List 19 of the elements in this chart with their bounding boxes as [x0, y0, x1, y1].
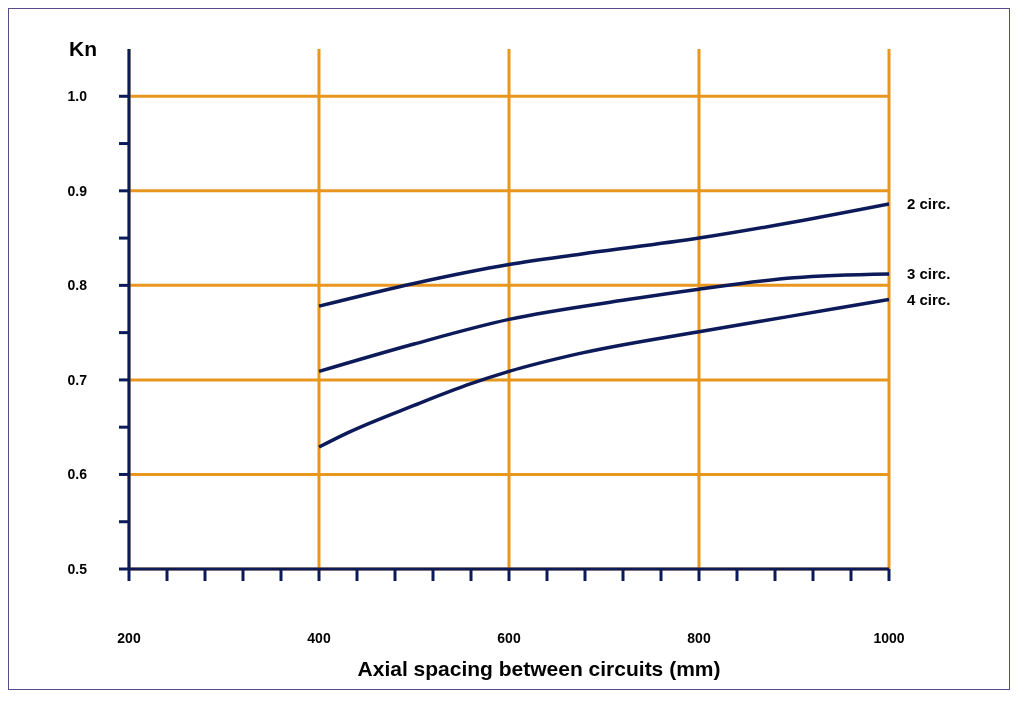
- y-tick-label: 0.6: [67, 466, 88, 483]
- series-label: 2 circ.: [907, 195, 951, 213]
- y-axis-title: Kn: [69, 37, 97, 61]
- y-tick-label: 0.8: [67, 277, 88, 294]
- x-tick-label: 200: [117, 629, 141, 646]
- x-tick-label: 600: [497, 629, 521, 646]
- series-label: 4 circ.: [907, 290, 951, 308]
- y-tick-label: 0.5: [67, 560, 88, 577]
- line-series: [317, 272, 889, 374]
- x-tick-label: 400: [307, 629, 331, 646]
- y-tick-label: 0.9: [67, 182, 88, 199]
- series-label: 3 circ.: [907, 265, 951, 283]
- y-tick-label: 1.0: [67, 88, 88, 105]
- line-series: [317, 297, 889, 449]
- x-axis-title: Axial spacing between circuits (mm): [356, 657, 722, 681]
- x-tick-label: 800: [687, 629, 711, 646]
- line-series: [317, 202, 889, 308]
- x-tick-label: 1000: [873, 629, 905, 646]
- y-tick-label: 0.7: [67, 371, 88, 388]
